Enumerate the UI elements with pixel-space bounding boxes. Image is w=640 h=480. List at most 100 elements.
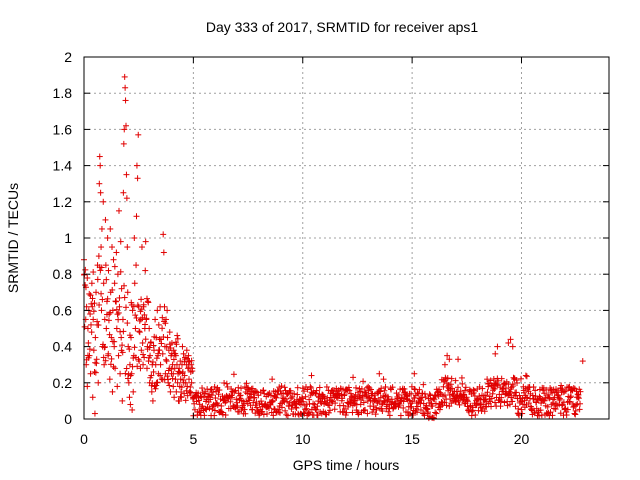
data-point (122, 370, 129, 377)
data-point (494, 343, 501, 350)
data-point (313, 387, 320, 394)
data-point (121, 282, 128, 289)
data-point (105, 317, 112, 324)
data-point (85, 339, 92, 346)
data-point (517, 375, 524, 382)
data-point (562, 387, 569, 394)
data-point (82, 266, 89, 273)
data-point (260, 387, 267, 394)
data-point (152, 316, 159, 323)
x-tick-label: 20 (514, 431, 530, 447)
data-point (86, 290, 93, 297)
data-point (111, 263, 118, 270)
data-point (376, 370, 383, 377)
data-point (163, 343, 170, 350)
data-point (87, 370, 94, 377)
data-point (411, 385, 418, 392)
data-point (207, 396, 214, 403)
y-tick-label: 1.2 (53, 194, 73, 210)
data-point (466, 408, 472, 415)
data-point (492, 350, 499, 357)
data-point (462, 387, 469, 394)
data-point (400, 398, 407, 405)
data-point (104, 235, 111, 241)
data-point (287, 387, 294, 394)
data-point (186, 389, 193, 396)
data-point (284, 391, 291, 398)
data-point (464, 397, 471, 404)
data-point (436, 406, 443, 413)
data-point (199, 403, 206, 410)
data-point (94, 318, 101, 325)
data-point (153, 355, 160, 362)
data-point (446, 356, 453, 363)
data-point (142, 321, 149, 328)
data-point (343, 409, 350, 416)
data-point (109, 244, 115, 251)
data-points (81, 73, 586, 422)
data-point (107, 309, 114, 316)
y-tick-label: 2 (64, 49, 72, 65)
data-point (519, 410, 526, 417)
data-point (178, 389, 185, 396)
data-point (111, 280, 118, 287)
data-point (340, 402, 347, 409)
data-point (323, 383, 330, 390)
data-point (436, 386, 443, 393)
data-point (123, 122, 129, 129)
data-point (373, 406, 380, 413)
data-point (242, 410, 249, 417)
x-tick-label: 15 (404, 431, 420, 447)
data-point (120, 140, 127, 147)
data-point (411, 370, 418, 377)
data-point (521, 397, 528, 404)
data-point (350, 374, 357, 381)
data-point (94, 276, 101, 283)
data-point (177, 393, 184, 400)
data-point (146, 325, 153, 332)
y-tick-label: 1.4 (53, 158, 73, 174)
data-point (292, 411, 299, 418)
y-tick-label: 1 (64, 230, 72, 246)
data-point (131, 280, 138, 287)
data-point (283, 411, 290, 418)
data-point (95, 379, 102, 386)
data-point (134, 302, 141, 309)
x-axis: 0 5 10 15 20 (80, 57, 529, 447)
data-point (90, 269, 97, 276)
data-point (103, 298, 110, 305)
data-point (414, 390, 421, 397)
data-point (430, 415, 437, 422)
data-point (113, 306, 120, 313)
data-point (314, 403, 321, 410)
data-point (487, 377, 494, 384)
data-point (210, 389, 217, 396)
grid-lines (84, 57, 609, 419)
data-point (195, 397, 202, 404)
data-point (556, 395, 563, 402)
data-point (284, 412, 291, 419)
data-point (579, 358, 586, 365)
data-point (572, 407, 579, 414)
data-point (147, 339, 154, 346)
data-point (95, 322, 102, 329)
data-point (455, 356, 462, 363)
data-point (124, 375, 131, 382)
data-point (133, 262, 140, 269)
data-point (224, 383, 231, 390)
data-point (255, 392, 262, 399)
data-point (544, 403, 551, 410)
data-point (294, 384, 301, 391)
data-point (289, 393, 296, 400)
data-point (332, 400, 339, 407)
data-point (479, 385, 486, 392)
data-point (145, 354, 152, 361)
data-point (452, 377, 459, 384)
data-point (386, 412, 393, 419)
data-point (165, 376, 171, 383)
data-point (212, 395, 219, 402)
data-point (134, 363, 141, 370)
data-point (228, 394, 235, 401)
data-point (116, 294, 123, 301)
data-point (301, 388, 308, 395)
